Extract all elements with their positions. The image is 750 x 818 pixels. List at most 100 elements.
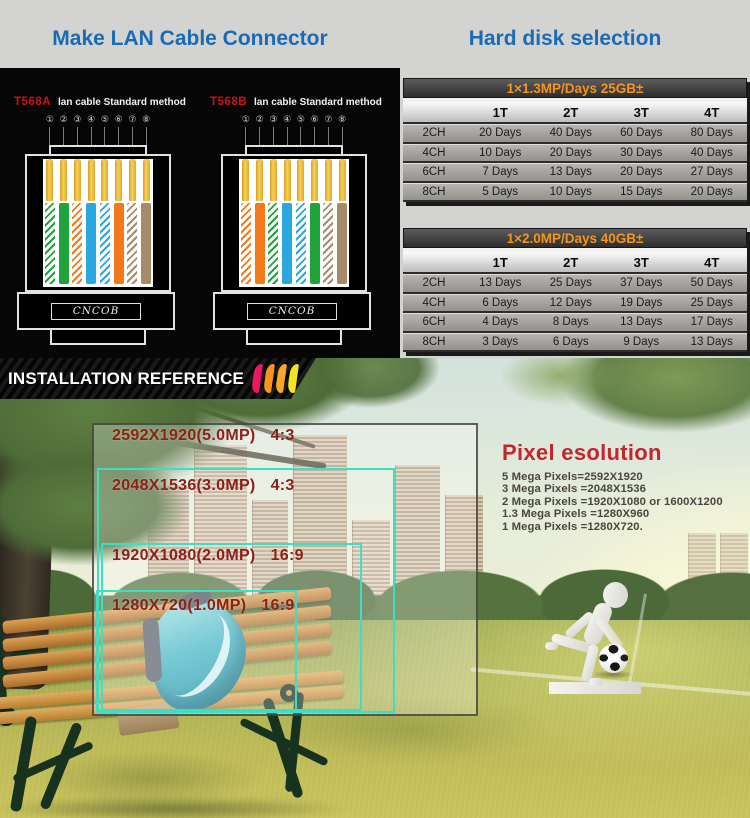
pixel-resolution-title: Pixel esolution bbox=[502, 440, 662, 465]
table-row: 8CH 3 Days 6 Days 9 Days 13 Days bbox=[403, 332, 747, 352]
pixel-resolution-line: 2 Mega Pixels =1920X1080 or 1600X1200 bbox=[502, 495, 723, 508]
resolution-label-2mp: 1920X1080(2.0MP) 16:9 bbox=[112, 547, 304, 565]
connector-flange: CNCOB bbox=[17, 292, 175, 330]
table-header-cell: 3T bbox=[633, 255, 649, 270]
table-row: 2CH 20 Days 40 Days 60 Days 80 Days bbox=[403, 124, 747, 144]
lead-line bbox=[314, 127, 316, 147]
days-cell: 10 Days bbox=[549, 185, 592, 198]
table-header-row: 1T 2T 3T 4T bbox=[403, 102, 747, 124]
channel-cell: 8CH bbox=[422, 185, 446, 198]
days-cell: 20 Days bbox=[690, 185, 733, 198]
banner-stripes-decoration bbox=[250, 364, 300, 393]
days-cell: 80 Days bbox=[690, 127, 733, 139]
aspect-ratio-text: 4:3 bbox=[270, 477, 295, 494]
gold-pin bbox=[60, 159, 68, 201]
connector-flange: CNCOB bbox=[213, 292, 371, 330]
gold-pin bbox=[115, 159, 123, 201]
pixel-resolution-line: 1.3 Mega Pixels =1280X960 bbox=[502, 508, 650, 521]
resolution-text: 2048X1536(3.0MP) bbox=[112, 477, 256, 494]
aspect-ratio-text: 16:9 bbox=[270, 547, 304, 564]
installation-reference-banner: INSTALLATION REFERENCE bbox=[0, 358, 316, 399]
wire-green-stripe bbox=[268, 203, 279, 284]
connector-t568b: T568B lan cable Standard method ① ② ③ ④ ⑤ ⑥ ⑦ ⑧ CN… bbox=[196, 68, 392, 358]
connector-t568a: T568A lan cable Standard method ① ② ③ ④ ⑤ ⑥ ⑦ ⑧ CN… bbox=[0, 68, 196, 358]
wire-blue bbox=[86, 203, 97, 284]
days-cell: 30 Days bbox=[620, 146, 663, 159]
table-row: 6CH 4 Days 8 Days 13 Days 17 Days bbox=[403, 313, 747, 333]
banner-stripe bbox=[250, 364, 264, 393]
overlay-rect-1mp bbox=[96, 590, 297, 712]
days-cell: 40 Days bbox=[690, 146, 733, 159]
days-cell: 12 Days bbox=[549, 296, 592, 309]
ball-shadow bbox=[592, 670, 634, 679]
table-header-cell: 4T bbox=[704, 255, 720, 270]
resolution-label-1mp: 1280X720(1.0MP) 16:9 bbox=[112, 597, 295, 615]
pin-number: ① bbox=[241, 115, 250, 125]
connector-standard-label: T568B bbox=[210, 96, 248, 108]
banner-stripe bbox=[262, 364, 276, 393]
banner-stripe bbox=[274, 364, 288, 393]
lead-line bbox=[327, 127, 329, 147]
heading-make-lan-cable: Make LAN Cable Connector bbox=[52, 27, 328, 50]
lan-cable-panel: T568A lan cable Standard method ① ② ③ ④ ⑤ ⑥ ⑦ ⑧ CN… bbox=[0, 68, 400, 358]
channel-cell: 6CH bbox=[422, 316, 446, 328]
brand-logo-text: CNCOB bbox=[268, 304, 316, 317]
wire-orange-stripe bbox=[72, 203, 83, 284]
gold-pin bbox=[269, 159, 277, 201]
wire-orange-stripe bbox=[240, 203, 251, 284]
channel-cell: 8CH bbox=[422, 335, 446, 348]
days-cell: 27 Days bbox=[690, 166, 733, 178]
table-header-cell: 1T bbox=[492, 105, 508, 120]
wire-orange bbox=[254, 203, 265, 284]
connector-label-row: T568A lan cable Standard method bbox=[14, 92, 200, 110]
pin-number: ④ bbox=[87, 115, 96, 125]
resolution-text: 2592X1920(5.0MP) bbox=[112, 427, 256, 444]
connector-pins bbox=[43, 159, 153, 201]
connector-standard-label: T568A bbox=[14, 96, 52, 108]
days-cell: 9 Days bbox=[623, 335, 660, 348]
figure-shadow bbox=[549, 682, 641, 694]
days-cell: 6 Days bbox=[482, 296, 519, 309]
days-cell: 13 Days bbox=[549, 166, 592, 178]
pin-number: ② bbox=[255, 115, 264, 125]
brand-box: CNCOB bbox=[51, 302, 141, 320]
hdd-table-1-3mp: 1×1.3MP/Days 25GB± 1T 2T 3T 4T 2CH 20 Days 40 D… bbox=[403, 78, 747, 202]
pin-number: ④ bbox=[283, 115, 292, 125]
lead-line bbox=[286, 127, 288, 147]
pin-number: ⑧ bbox=[338, 115, 347, 125]
installation-photo: 2592X1920(5.0MP) 4:3 2048X1536(3.0MP) 4:3 … bbox=[0, 358, 750, 818]
pin-number: ③ bbox=[269, 115, 278, 125]
gold-pin bbox=[46, 159, 54, 201]
lead-line bbox=[76, 127, 78, 147]
days-cell: 4 Days bbox=[482, 316, 519, 328]
heading-hard-disk-selection: Hard disk selection bbox=[468, 27, 662, 50]
resolution-text: 1920X1080(2.0MP) bbox=[112, 547, 256, 564]
rj45-connector: CNCOB bbox=[17, 145, 175, 345]
channel-cell: 2CH bbox=[422, 127, 446, 139]
days-cell: 19 Days bbox=[620, 296, 663, 309]
gold-pin bbox=[256, 159, 264, 201]
pin-number: ⑥ bbox=[310, 115, 319, 125]
channel-cell: 4CH bbox=[422, 146, 446, 159]
figure-foot bbox=[545, 642, 558, 650]
days-cell: 6 Days bbox=[552, 335, 589, 348]
days-cell: 20 Days bbox=[479, 127, 522, 139]
banner-title: INSTALLATION REFERENCE bbox=[8, 369, 245, 388]
connector-window bbox=[43, 159, 153, 287]
connector-lead-lines bbox=[239, 127, 349, 147]
lead-line bbox=[90, 127, 92, 147]
lead-line bbox=[145, 127, 147, 147]
hdd-table-2-0mp: 1×2.0MP/Days 40GB± 1T 2T 3T 4T 2CH 13 Days 25 D… bbox=[403, 228, 747, 352]
table-row: 4CH 6 Days 12 Days 19 Days 25 Days bbox=[403, 293, 747, 313]
figure-head bbox=[603, 582, 628, 608]
connector-pins bbox=[239, 159, 349, 201]
pin-number: ⑤ bbox=[296, 115, 305, 125]
brand-box: CNCOB bbox=[247, 302, 337, 320]
3d-figure-kicking bbox=[545, 570, 665, 695]
days-cell: 7 Days bbox=[482, 166, 519, 178]
channel-cell: 4CH bbox=[422, 296, 446, 309]
resolution-label-5mp: 2592X1920(5.0MP) 4:3 bbox=[112, 427, 295, 445]
table-header-row: 1T 2T 3T 4T bbox=[403, 252, 747, 274]
wire-blue-stripe bbox=[99, 203, 110, 284]
